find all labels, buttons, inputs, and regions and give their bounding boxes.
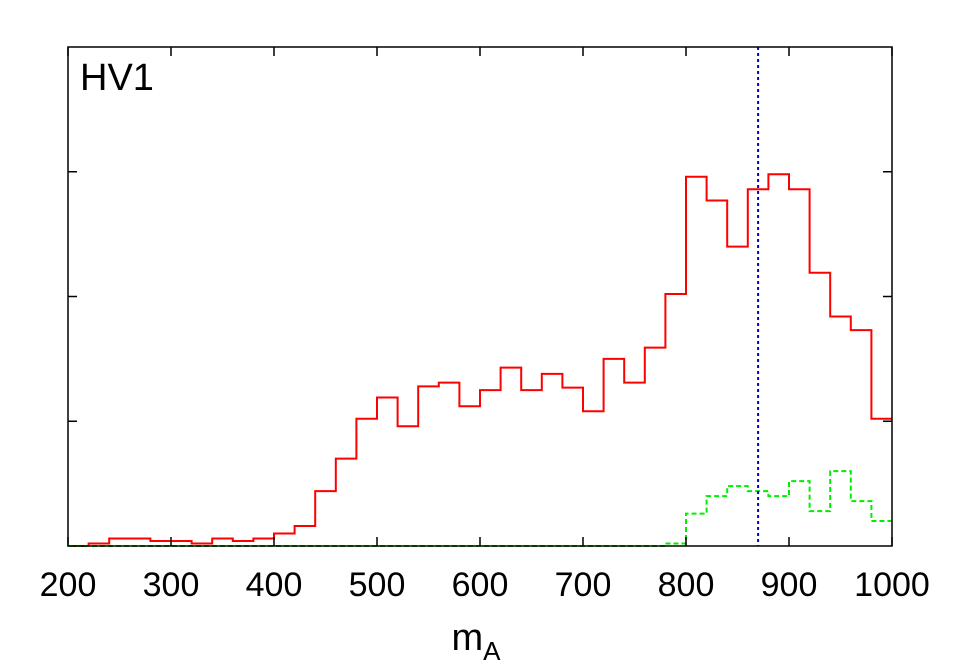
x-tick-label: 300: [143, 566, 200, 604]
tick-layer: [67, 47, 893, 546]
x-tick-label: 1000: [854, 566, 930, 604]
x-tick-label: 500: [349, 566, 406, 604]
series-layer: [68, 173, 892, 547]
x-tick-label: 700: [555, 566, 612, 604]
plot-frame: [67, 46, 893, 547]
x-axis-title-main: m: [452, 617, 484, 659]
x-tick-labels: 200 300 400 500 600 700 800 900 1000: [40, 566, 930, 604]
x-axis-title-sub: A: [483, 636, 501, 665]
histogram-series-2: [68, 470, 892, 547]
x-axis-title: mA: [452, 617, 502, 665]
x-tick-label: 400: [246, 566, 303, 604]
panel-label: HV1: [80, 57, 154, 99]
x-tick-label: 600: [452, 566, 509, 604]
x-tick-label: 800: [658, 566, 715, 604]
x-tick-label: 900: [761, 566, 818, 604]
histogram-series-1: [68, 173, 892, 547]
x-tick-label: 200: [40, 566, 97, 604]
